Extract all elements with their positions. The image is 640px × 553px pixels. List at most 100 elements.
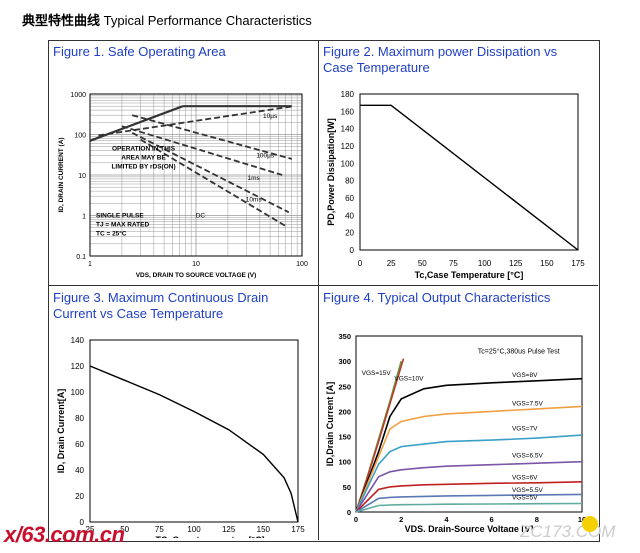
y-axis-label: ID,Drain Current [A] — [325, 382, 335, 467]
y-tick-label: 120 — [71, 362, 85, 371]
x-tick-label: 25 — [86, 525, 95, 534]
series-label: VGS=8V — [512, 372, 538, 379]
fig2-title: Figure 2. Maximum power Dissipation vs C… — [323, 44, 557, 76]
y-tick-label: 180 — [341, 90, 355, 99]
plot-frame — [355, 335, 583, 513]
watermark-left: x/63.com.cn — [4, 522, 125, 547]
series-line — [355, 377, 583, 513]
series-line — [131, 131, 290, 214]
fig3-title-line2: Current vs Case Temperature — [53, 306, 224, 321]
y-tick-label: 40 — [75, 466, 84, 475]
y-tick-label: 80 — [75, 414, 84, 423]
y-tick-label: 100 — [338, 458, 351, 467]
series-label: 10µs — [263, 113, 278, 120]
y-tick-label: 1000 — [70, 92, 86, 99]
y-tick-label: 1 — [82, 214, 86, 221]
x-tick-label: 75 — [449, 259, 458, 268]
y-tick-label: 200 — [338, 407, 351, 416]
fig3-title: Figure 3. Maximum Continuous Drain Curre… — [53, 290, 268, 322]
x-tick-label: 125 — [509, 259, 523, 268]
series-line — [355, 358, 405, 513]
annotation-text: AREA MAY BE — [121, 155, 166, 162]
x-tick-label: 175 — [291, 525, 305, 534]
series-label: VGS=7.5V — [512, 400, 544, 407]
heading-en: Typical Performance Characteristics — [103, 13, 312, 28]
series-line — [131, 114, 292, 160]
annotation-text: Tc=25°C,380us Pulse Test — [478, 348, 560, 356]
series-label: 10ms — [246, 197, 263, 204]
plot-frame — [89, 339, 299, 523]
series-line — [355, 493, 583, 513]
y-tick-label: 80 — [345, 177, 354, 186]
y-tick-label: 350 — [338, 332, 351, 341]
grid-divider-vertical — [318, 40, 319, 540]
series-line — [140, 138, 287, 227]
x-tick-label: 2 — [399, 515, 403, 524]
figure-grid — [48, 40, 600, 542]
watermark-right: ZC173.COM — [520, 522, 616, 541]
series-line — [121, 125, 283, 176]
x-axis-label: VDS, Drain-Source Voltage [V] — [405, 524, 534, 532]
fig3-title-line1: Figure 3. Maximum Continuous Drain — [53, 290, 269, 305]
chart-output-characteristics: 0501001502002503003500246810VDS, Drain-S… — [325, 332, 586, 532]
series-line — [355, 460, 583, 513]
series-label: 100µs — [256, 153, 275, 160]
grid-divider-horizontal — [48, 285, 598, 286]
y-tick-label: 50 — [343, 483, 351, 492]
y-tick-label: 60 — [345, 194, 354, 203]
x-tick-label: 10 — [192, 261, 200, 268]
fig2-title-line1: Figure 2. Maximum power Dissipation vs — [323, 44, 558, 59]
series-label: VGS=5.5V — [512, 487, 544, 494]
series-line — [355, 405, 583, 513]
x-tick-label: 8 — [535, 515, 539, 524]
x-tick-label: 0 — [354, 515, 358, 524]
annotation-text: OPERATION IN THIS — [112, 146, 176, 153]
x-axis-label: Tc,Case Temperature [°C] — [415, 270, 524, 280]
fig1-title: Figure 1. Safe Operating Area — [53, 44, 226, 59]
x-tick-label: 0 — [358, 259, 363, 268]
plot-frame — [89, 93, 303, 257]
series-line — [355, 434, 583, 513]
series-line — [98, 105, 292, 137]
x-tick-label: 150 — [257, 525, 271, 534]
series-label: VGS=6V — [512, 474, 538, 481]
annotation-text: TJ = MAX RATED — [96, 221, 149, 228]
series-label: VGS=15V — [362, 370, 392, 377]
series-label: VGS=5V — [512, 494, 538, 501]
y-tick-label: 160 — [341, 107, 355, 116]
y-tick-label: 100 — [341, 159, 355, 168]
series-label: 1ms — [248, 175, 261, 182]
x-tick-label: 100 — [187, 525, 201, 534]
y-tick-label: 0.1 — [76, 254, 86, 261]
y-tick-label: 0 — [347, 508, 351, 517]
y-axis-label: PD,Power Dissipation[W] — [326, 118, 336, 226]
y-tick-label: 0 — [350, 246, 355, 255]
y-tick-label: 60 — [75, 440, 84, 449]
y-tick-label: 100 — [71, 388, 85, 397]
y-tick-label: 10 — [78, 173, 86, 180]
x-tick-label: 4 — [444, 515, 449, 524]
y-tick-label: 20 — [345, 229, 354, 238]
series-label: VGS=6.5V — [512, 453, 544, 460]
series-label: VGS=7V — [512, 426, 538, 433]
annotation-text: TC = 25°C — [96, 229, 127, 237]
chart-continuous-drain-current: 0 20 40 60 80 100 120 140 25 50 75 100 125 150 175 TC, … — [56, 336, 305, 538]
chart-power-dissipation: 0 20 40 60 80 100 120 140 160 180 0 25 50 75 100 125 150… — [326, 90, 585, 280]
series-label: VGS=10V — [394, 375, 424, 382]
y-tick-label: 20 — [75, 492, 84, 501]
fig4-title: Figure 4. Typical Output Characteristics — [323, 290, 551, 305]
series-line — [89, 105, 184, 142]
page-heading: 典型特性曲线 Typical Performance Characteristi… — [22, 10, 312, 29]
x-tick-label: 175 — [571, 259, 585, 268]
fig2-title-line2: Case Temperature — [323, 60, 430, 75]
y-tick-label: 40 — [345, 211, 354, 220]
series-line — [355, 502, 583, 513]
x-tick-label: 100 — [478, 259, 492, 268]
y-tick-label: 140 — [71, 336, 85, 345]
y-tick-label: 250 — [338, 382, 351, 391]
smiley-icon — [582, 516, 598, 532]
plot-frame — [359, 93, 579, 251]
y-tick-label: 100 — [74, 133, 86, 140]
series-label: DC — [196, 212, 206, 219]
